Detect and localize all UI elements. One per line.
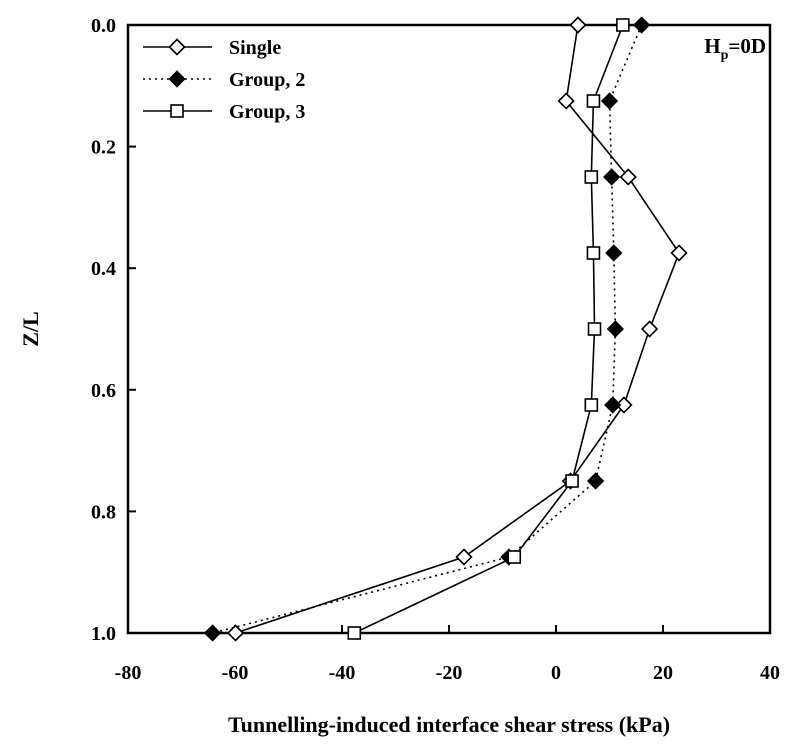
series-3-point	[565, 474, 579, 488]
x-axis-ticks: -80 -60 -40 -20 0 20 40	[115, 625, 780, 684]
x-tick-label: -80	[115, 662, 142, 684]
series-1-point	[226, 624, 245, 642]
series-2-point	[606, 320, 625, 338]
series-line-2	[212, 24, 643, 634]
series-1-point	[619, 168, 637, 186]
series-2-point	[605, 244, 623, 262]
series-1-point	[615, 396, 633, 414]
series-3-point	[584, 170, 599, 184]
x-tick-label: -60	[222, 662, 249, 684]
legend-label: Group, 2	[229, 69, 305, 91]
series-3-point	[616, 18, 630, 32]
series-markers	[203, 16, 688, 642]
x-tick-label: -40	[329, 662, 356, 684]
plot-frame	[126, 23, 772, 635]
annotation-subscript: p	[721, 48, 729, 63]
legend-label: Single	[229, 37, 281, 59]
legend-marker	[168, 70, 186, 88]
x-tick-label: 20	[653, 662, 673, 684]
y-tick-label: 0.2	[91, 137, 116, 159]
series-2-point	[603, 168, 621, 186]
y-tick-label: 0.6	[91, 380, 116, 402]
series-1-point	[455, 548, 473, 566]
series-1-point	[557, 92, 575, 110]
y-tick-label: 0.4	[91, 258, 116, 280]
annotation-label: Hp=0D	[704, 34, 766, 63]
series-2-point	[203, 624, 222, 642]
series-2-point	[632, 16, 651, 34]
x-tick-label: 0	[551, 662, 561, 684]
y-tick-label: 1.0	[91, 623, 116, 645]
series-line-3	[353, 24, 624, 634]
series-3-point	[587, 322, 602, 336]
legend: Single Group, 2 Group, 3	[143, 37, 305, 123]
series-2-point	[604, 396, 622, 414]
series-1-point	[640, 320, 659, 338]
series-1-point	[670, 244, 688, 262]
series-1-point	[569, 16, 587, 34]
y-tick-label: 0.0	[91, 15, 116, 37]
annotation-main: H	[704, 34, 720, 58]
y-tick-label: 0.8	[91, 501, 116, 523]
series-3-point	[586, 246, 601, 260]
x-tick-label: -20	[436, 662, 463, 684]
series-2-point	[600, 92, 619, 110]
legend-marker	[168, 38, 186, 56]
series-2-point	[586, 472, 605, 490]
y-axis-label: Z/L	[18, 311, 43, 346]
y-axis-ticks: 0.0 0.2 0.4 0.6 0.8 1.0	[91, 15, 136, 645]
legend-marker	[170, 104, 184, 118]
series-3-point	[584, 398, 599, 412]
x-tick-label: 40	[760, 662, 780, 684]
series-3-point	[347, 626, 362, 640]
legend-label: Group, 3	[229, 101, 305, 123]
series-3-point	[507, 550, 522, 564]
x-axis-label: Tunnelling-induced interface shear stres…	[228, 712, 670, 737]
series-3-point	[586, 94, 601, 108]
annotation-rest: =0D	[728, 34, 766, 58]
